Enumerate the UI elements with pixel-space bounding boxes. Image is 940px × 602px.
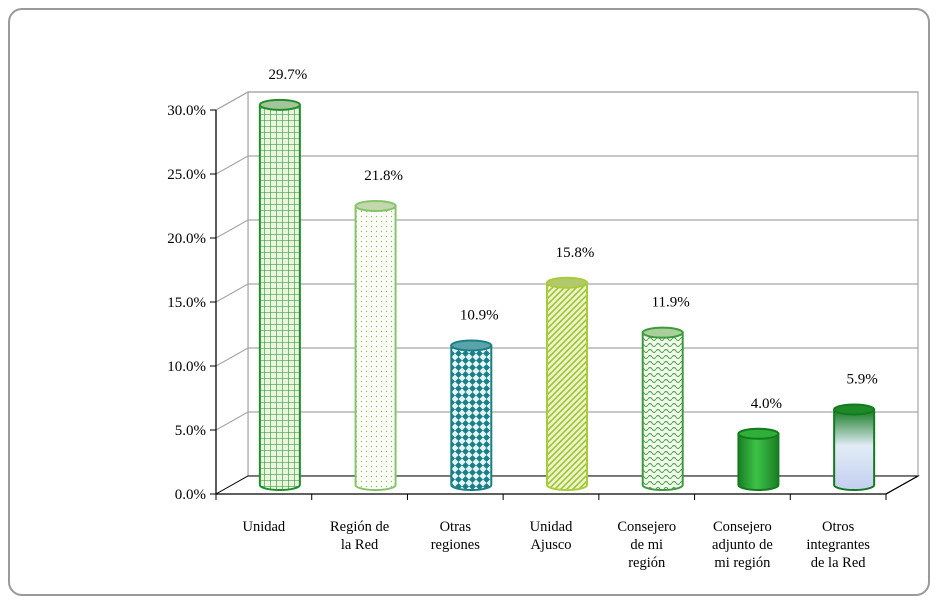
- y-tick-label: 0.0%: [175, 487, 206, 503]
- bar-top: [258, 98, 301, 111]
- x-category-label: Otros integrantes de la Red: [806, 519, 870, 571]
- bar-top: [546, 276, 588, 289]
- y-tick-label: 30.0%: [167, 103, 206, 119]
- x-category-label: Unidad: [243, 519, 286, 535]
- gridline-side: [215, 155, 249, 175]
- bars: 29.7% 21.8% 10.9% 15.8% 11.9% 4.0% 5.9%: [258, 67, 878, 491]
- data-label: 10.9%: [460, 307, 499, 323]
- bar-body: [737, 432, 780, 491]
- bar: [354, 199, 397, 491]
- bar: [546, 276, 588, 491]
- y-tick-label: 5.0%: [175, 423, 206, 439]
- data-label: 29.7%: [268, 67, 307, 83]
- gridline-side: [215, 411, 249, 431]
- gridline-side: [215, 91, 249, 111]
- data-label: 21.8%: [364, 168, 403, 184]
- bar: [450, 339, 493, 491]
- data-label: 4.0%: [751, 396, 782, 412]
- x-axis-end: [885, 475, 919, 495]
- y-tick-label: 15.0%: [167, 295, 206, 311]
- x-category-label: Consejero de mi región: [617, 519, 676, 571]
- x-category-label: Unidad Ajusco: [530, 519, 573, 553]
- x-axis: Unidad Región de la Red Otras regiones Unidad…: [215, 475, 919, 571]
- data-label: 15.8%: [556, 245, 595, 261]
- bar-top: [737, 427, 780, 440]
- bar: [737, 427, 780, 491]
- bar-body: [258, 103, 301, 491]
- x-category-label: Región de la Red: [330, 519, 389, 553]
- bar-top: [354, 199, 397, 212]
- y-tick-label: 20.0%: [167, 231, 206, 247]
- bar-body: [354, 204, 397, 491]
- bar-top: [450, 339, 493, 352]
- x-category-label: Consejero adjunto de mi región: [712, 519, 773, 571]
- y-axis: 0.0% 5.0% 10.0% 15.0% 20.0% 25.0% 30.0%: [167, 103, 217, 503]
- bar-body: [833, 408, 876, 491]
- bar-body: [546, 281, 588, 491]
- x-category-label: Otras regiones: [431, 519, 480, 553]
- bar: [833, 403, 876, 491]
- bar-top: [641, 326, 684, 339]
- y-tick-label: 10.0%: [167, 359, 206, 375]
- gridline-side: [215, 219, 249, 239]
- bar: [641, 326, 684, 491]
- y-tick-label: 25.0%: [167, 167, 206, 183]
- gridline-side: [215, 283, 249, 303]
- data-label: 5.9%: [847, 371, 878, 387]
- bar-body: [641, 331, 684, 491]
- gridline-side: [215, 347, 249, 367]
- bar: [258, 98, 301, 491]
- bar-top: [833, 403, 876, 416]
- bar-body: [450, 344, 493, 491]
- data-label: 11.9%: [652, 295, 690, 311]
